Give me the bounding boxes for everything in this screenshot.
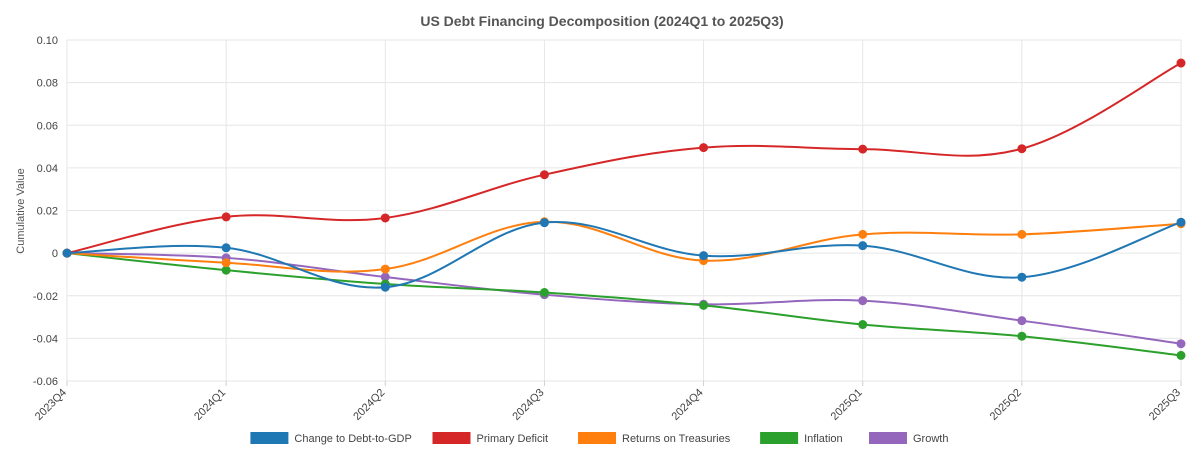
series-line-change-to-debt-to-gdp	[66, 221, 1182, 289]
series-line-primary-deficit	[66, 62, 1182, 255]
series-change-to-debt-to-gdp	[62, 217, 1186, 292]
legend[interactable]: Change to Debt-to-GDP Primary Deficit Retu…	[250, 432, 948, 445]
data-point[interactable]	[1017, 229, 1027, 239]
data-point[interactable]	[380, 213, 390, 223]
data-point[interactable]	[62, 248, 72, 258]
y-tick-label: -0.04	[33, 333, 58, 345]
data-point[interactable]	[1017, 331, 1027, 341]
data-point[interactable]	[1176, 217, 1186, 227]
series-line-inflation	[66, 252, 1182, 357]
legend-label: Primary Deficit	[477, 433, 549, 445]
y-tick-label: 0.08	[37, 78, 58, 90]
chart-title: US Debt Financing Decomposition (2024Q1 …	[420, 13, 783, 29]
x-tick-label: 2024Q3	[510, 387, 546, 423]
series-line-returns-on-treasuries	[66, 220, 1182, 273]
y-tick-label: -0.06	[33, 376, 58, 388]
series-lines	[62, 58, 1186, 360]
data-point[interactable]	[1017, 316, 1027, 326]
y-tick-label: 0.02	[37, 206, 58, 218]
legend-item-growth[interactable]: Growth	[869, 432, 948, 445]
data-point[interactable]	[699, 300, 709, 310]
legend-swatch	[869, 432, 907, 444]
legend-label: Growth	[913, 433, 948, 445]
data-point[interactable]	[221, 258, 231, 268]
legend-label: Returns on Treasuries	[622, 433, 731, 445]
legend-swatch	[250, 432, 289, 444]
data-point[interactable]	[380, 264, 390, 274]
x-tick-labels: 2023Q4 2024Q1 2024Q2 2024Q3 2024Q4 2025Q1 2025…	[33, 387, 1183, 423]
series-primary-deficit	[62, 58, 1186, 258]
legend-item-primary-deficit[interactable]: Primary Deficit	[432, 432, 549, 445]
data-point[interactable]	[221, 243, 231, 253]
data-point[interactable]	[221, 265, 231, 275]
data-point[interactable]	[1176, 58, 1186, 68]
data-point[interactable]	[858, 241, 868, 251]
series-returns-on-treasuries	[62, 217, 1186, 274]
y-tick-label: 0.10	[37, 35, 58, 47]
data-point[interactable]	[699, 143, 709, 153]
data-point[interactable]	[539, 170, 549, 180]
x-tick-label: 2025Q3	[1147, 387, 1183, 423]
x-tick-label: 2023Q4	[33, 387, 69, 423]
y-tick-labels: 0.10 0.08 0.06 0.04 0.02 0 -0.02 -0.04 -0.06	[33, 35, 58, 388]
y-tick-label: 0.04	[37, 163, 58, 175]
x-tick-label: 2025Q1	[829, 387, 865, 423]
data-point[interactable]	[539, 288, 549, 298]
data-point[interactable]	[1017, 144, 1027, 154]
series-inflation	[62, 248, 1186, 360]
x-tick-label: 2024Q2	[351, 387, 387, 423]
data-point[interactable]	[1017, 272, 1027, 282]
y-tick-label: 0.06	[37, 120, 58, 132]
legend-label: Change to Debt-to-GDP	[294, 433, 411, 445]
y-tick-label: -0.02	[33, 291, 58, 303]
data-point[interactable]	[221, 212, 231, 222]
legend-label: Inflation	[804, 433, 843, 445]
data-point[interactable]	[1176, 339, 1186, 349]
data-point[interactable]	[858, 296, 868, 306]
data-point[interactable]	[699, 251, 709, 261]
legend-swatch	[578, 432, 616, 444]
legend-item-change-to-debt-to-gdp[interactable]: Change to Debt-to-GDP	[250, 432, 412, 445]
x-tick-label: 2024Q4	[670, 387, 706, 423]
data-point[interactable]	[1176, 350, 1186, 360]
data-point[interactable]	[380, 282, 390, 292]
data-point[interactable]	[858, 144, 868, 154]
data-point[interactable]	[858, 229, 868, 239]
x-tick-label: 2025Q2	[988, 387, 1024, 423]
legend-item-returns-on-treasuries[interactable]: Returns on Treasuries	[578, 432, 731, 445]
y-axis-label: Cumulative Value	[15, 168, 27, 253]
series-line-growth	[66, 252, 1182, 345]
x-tick-label: 2024Q1	[192, 387, 228, 423]
grid	[66, 39, 1182, 386]
data-point[interactable]	[539, 218, 549, 228]
legend-swatch	[760, 432, 799, 444]
legend-swatch	[432, 432, 471, 444]
data-point[interactable]	[858, 320, 868, 330]
legend-item-inflation[interactable]: Inflation	[760, 432, 843, 445]
y-tick-label: 0	[52, 248, 58, 260]
